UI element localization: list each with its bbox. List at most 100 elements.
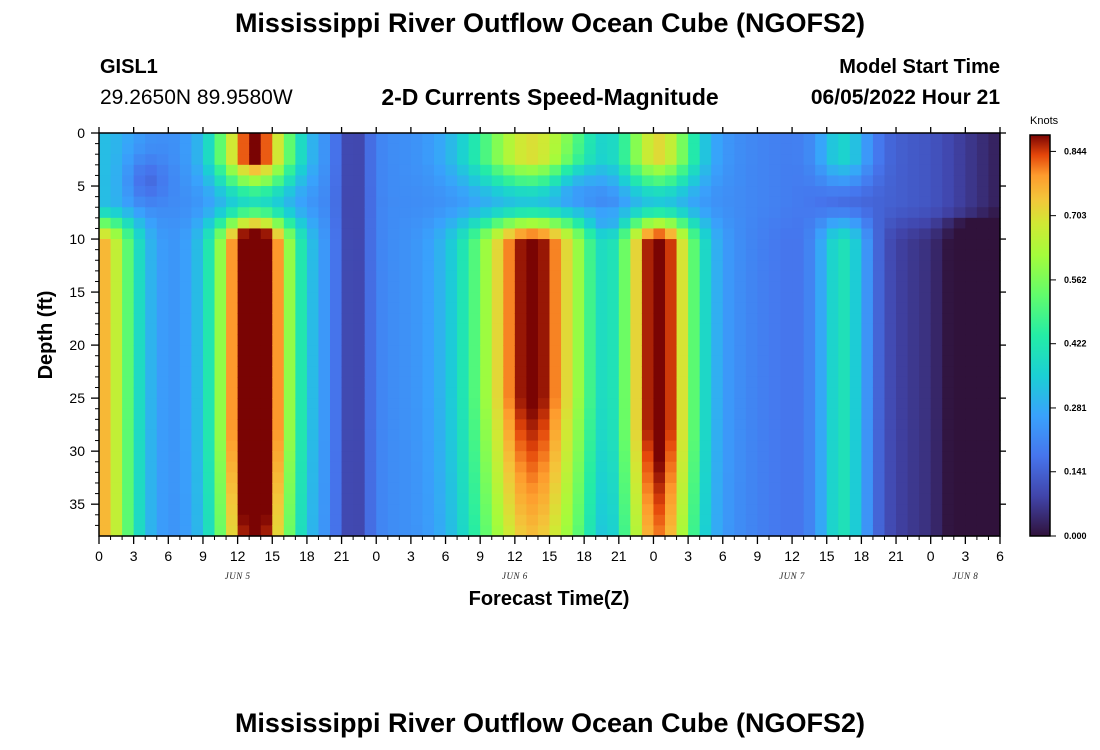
heat-cell bbox=[884, 164, 897, 177]
heat-cell bbox=[491, 249, 504, 261]
heat-cell bbox=[133, 472, 146, 484]
heat-cell bbox=[711, 164, 724, 177]
heat-cell bbox=[145, 154, 158, 166]
heat-cell bbox=[122, 408, 135, 420]
heat-cell bbox=[353, 228, 366, 240]
heat-cell bbox=[457, 133, 470, 145]
heat-cell bbox=[711, 143, 724, 155]
heat-cell bbox=[942, 164, 955, 177]
heat-cell bbox=[745, 175, 759, 187]
heat-cell bbox=[99, 366, 112, 378]
heat-cell bbox=[468, 514, 481, 526]
heat-cell bbox=[399, 313, 412, 325]
heat-cell bbox=[179, 154, 193, 166]
heat-cell bbox=[353, 281, 366, 293]
heat-cell bbox=[330, 376, 343, 389]
heat-cell bbox=[734, 419, 747, 431]
heat-cell bbox=[526, 302, 539, 314]
heat-cell bbox=[503, 143, 516, 155]
heat-cell bbox=[872, 493, 886, 505]
heat-cell bbox=[122, 419, 135, 431]
heat-cell bbox=[688, 525, 701, 537]
heat-cell bbox=[249, 228, 262, 240]
x-tick-label: 21 bbox=[888, 548, 904, 564]
heat-cell bbox=[838, 154, 851, 166]
heat-cell bbox=[133, 270, 146, 283]
heat-cell bbox=[803, 154, 816, 166]
heat-cell bbox=[688, 196, 701, 208]
heat-cell bbox=[699, 175, 712, 187]
heat-cell bbox=[572, 292, 585, 304]
heat-cell bbox=[295, 366, 308, 378]
heat-cell bbox=[422, 323, 435, 336]
heat-cell bbox=[676, 249, 689, 261]
heat-cell bbox=[145, 186, 158, 198]
heat-cell bbox=[734, 164, 747, 177]
heat-cell bbox=[318, 302, 331, 314]
heat-cell bbox=[884, 334, 897, 346]
heat-cell bbox=[387, 514, 400, 526]
heat-cell bbox=[699, 334, 712, 346]
heat-cell bbox=[433, 217, 447, 230]
heat-cell bbox=[318, 239, 331, 251]
heat-cell bbox=[168, 345, 181, 357]
heat-cell bbox=[537, 239, 551, 251]
heat-cell bbox=[306, 482, 320, 495]
heat-cell bbox=[353, 387, 366, 399]
station-id: GISL1 bbox=[100, 56, 158, 78]
heat-cell bbox=[318, 482, 331, 495]
heat-cell bbox=[433, 419, 447, 431]
heat-cell bbox=[780, 334, 793, 346]
heat-cell bbox=[410, 270, 424, 283]
heat-cell bbox=[572, 355, 585, 367]
heat-cell bbox=[145, 207, 158, 219]
heat-cell bbox=[410, 323, 424, 336]
heat-cell bbox=[226, 323, 239, 336]
heat-cell bbox=[653, 355, 666, 367]
heat-cell bbox=[665, 281, 678, 293]
heat-cell bbox=[272, 408, 285, 420]
heat-cell bbox=[306, 514, 320, 526]
heat-cell bbox=[699, 143, 712, 155]
heat-cell bbox=[445, 345, 458, 357]
heat-cell bbox=[561, 207, 574, 219]
heat-cell bbox=[838, 408, 851, 420]
heat-cell bbox=[907, 493, 920, 505]
heat-cell bbox=[607, 482, 620, 495]
heat-cell bbox=[988, 408, 1001, 420]
heat-cell bbox=[803, 281, 816, 293]
heat-cell bbox=[353, 355, 366, 367]
heat-cell bbox=[156, 249, 169, 261]
heat-cell bbox=[896, 429, 909, 442]
heat-cell bbox=[110, 281, 123, 293]
heat-cell bbox=[561, 408, 574, 420]
heat-cell bbox=[572, 387, 585, 399]
heat-cell bbox=[711, 440, 724, 452]
heat-cell bbox=[480, 429, 493, 442]
heat-cell bbox=[503, 249, 516, 261]
heat-cell bbox=[410, 482, 424, 495]
x-tick-label: 3 bbox=[407, 548, 415, 564]
heat-cell bbox=[768, 334, 782, 346]
heat-cell bbox=[249, 323, 262, 336]
heat-cell bbox=[803, 493, 816, 505]
heat-cell bbox=[364, 398, 377, 410]
heat-cell bbox=[815, 366, 828, 378]
heat-cell bbox=[965, 504, 978, 516]
heat-cell bbox=[422, 154, 435, 166]
heat-cell bbox=[110, 143, 123, 155]
heat-cell bbox=[896, 514, 909, 526]
heat-cell bbox=[110, 376, 123, 389]
heat-cell bbox=[295, 451, 308, 463]
heat-cell bbox=[561, 270, 574, 283]
heat-cell bbox=[399, 451, 412, 463]
heat-cell bbox=[676, 228, 689, 240]
heat-cell bbox=[145, 302, 158, 314]
heat-cell bbox=[202, 292, 216, 304]
heat-cell bbox=[792, 504, 805, 516]
heat-cell bbox=[249, 429, 262, 442]
heat-cell bbox=[249, 525, 262, 537]
heat-cell bbox=[757, 419, 770, 431]
heat-cell bbox=[353, 143, 366, 155]
heat-cell bbox=[745, 239, 759, 251]
